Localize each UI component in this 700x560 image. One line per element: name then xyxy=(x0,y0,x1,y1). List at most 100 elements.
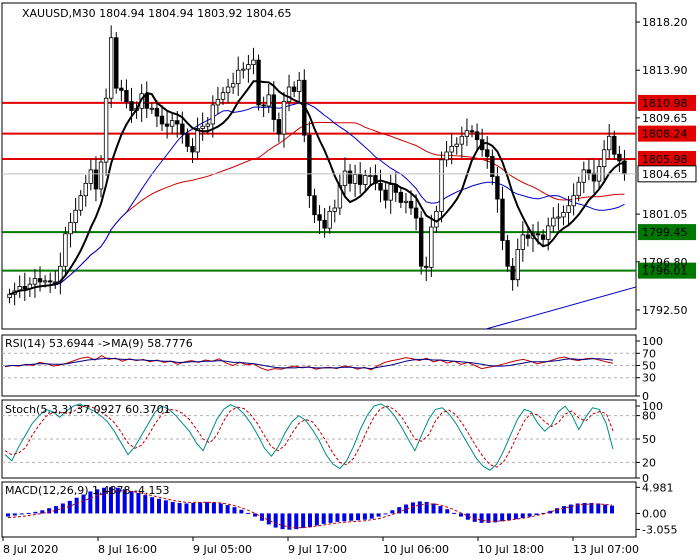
candle-down xyxy=(261,104,266,107)
time-tick-label: 10 Jul 06:00 xyxy=(383,543,449,556)
candle-up xyxy=(195,128,200,153)
macd-bar xyxy=(143,495,148,514)
macd-bar xyxy=(163,500,168,514)
macd-bar xyxy=(211,502,216,514)
macd-signal-line xyxy=(7,490,613,529)
macd-bar xyxy=(362,513,367,520)
candle-up xyxy=(210,104,216,125)
stoch-signal-line xyxy=(4,405,614,468)
macd-bar xyxy=(81,494,86,514)
macd-bar xyxy=(157,498,161,514)
macd-bar xyxy=(232,507,237,514)
stoch-tick-label: 0 xyxy=(642,472,649,485)
candle-down xyxy=(378,182,383,191)
candle-up xyxy=(454,143,459,147)
rsi-tick-label: 70 xyxy=(642,347,656,360)
macd-bar xyxy=(452,512,457,514)
candle-up xyxy=(215,98,221,106)
price-panel xyxy=(1,2,637,330)
candle-up xyxy=(236,69,241,85)
candle-up xyxy=(342,170,348,187)
macd-bar xyxy=(314,513,319,526)
level-price-label: 1796.01 xyxy=(642,265,688,278)
macd-bar xyxy=(589,502,594,514)
candle-up xyxy=(246,64,251,70)
macd-bar xyxy=(122,489,127,514)
candle-up xyxy=(388,184,393,201)
candle-down xyxy=(185,133,190,147)
candle-up xyxy=(464,130,470,137)
candle-down xyxy=(93,169,99,190)
candle-down xyxy=(505,240,510,267)
candle-up xyxy=(403,200,409,203)
candle-down xyxy=(159,115,165,125)
macd-tick-label: -3.055 xyxy=(642,523,677,536)
level-price-box xyxy=(638,224,696,241)
macd-bar xyxy=(150,497,155,514)
candle-down xyxy=(612,135,617,155)
candle-up xyxy=(205,123,210,127)
candle-up xyxy=(108,37,114,99)
macd-bar xyxy=(177,502,182,514)
trend-line xyxy=(485,286,637,330)
candle-down xyxy=(424,265,429,268)
candle-down xyxy=(175,120,180,125)
level-price-box xyxy=(638,150,696,167)
macd-bar xyxy=(356,513,361,521)
candle-up xyxy=(68,222,73,235)
macd-bar xyxy=(342,513,347,522)
time-tick-label: 9 Jul 05:00 xyxy=(193,543,252,556)
macd-bar xyxy=(500,513,505,522)
candle-up xyxy=(73,209,78,223)
macd-bar xyxy=(610,505,614,514)
candle-down xyxy=(535,233,541,236)
candle-up xyxy=(220,92,226,100)
macd-bar xyxy=(568,504,573,514)
candle-down xyxy=(291,86,297,92)
candle-down xyxy=(418,217,424,267)
macd-bar xyxy=(383,513,388,515)
macd-bar xyxy=(513,513,518,520)
candle-up xyxy=(266,94,271,107)
macd-bar xyxy=(520,513,525,519)
candle-down xyxy=(119,87,124,91)
macd-bar xyxy=(102,487,107,514)
candle-down xyxy=(312,195,317,216)
candle-up xyxy=(352,174,358,184)
candle-up xyxy=(32,278,38,285)
macd-bar xyxy=(575,503,580,514)
level-price-box xyxy=(638,94,696,111)
macd-bar xyxy=(424,501,429,514)
time-tick-label: 10 Jul 18:00 xyxy=(478,543,544,556)
candle-up xyxy=(439,159,444,212)
candle-up xyxy=(561,212,566,218)
macd-bar xyxy=(19,513,24,515)
macd-bar xyxy=(191,502,196,514)
macd-bar xyxy=(431,503,436,514)
level-price-box xyxy=(638,125,696,142)
macd-bar xyxy=(246,512,251,514)
macd-bar xyxy=(115,487,120,514)
candle-down xyxy=(500,198,505,241)
candle-up xyxy=(363,175,368,185)
candle-down xyxy=(124,89,129,102)
macd-bar xyxy=(266,513,271,525)
macd-bar xyxy=(253,513,258,517)
macd-bar xyxy=(280,513,285,530)
macd-bar xyxy=(54,506,59,514)
price-tick-label: 1796.80 xyxy=(642,256,688,269)
candle-up xyxy=(88,169,94,184)
macd-bar xyxy=(548,510,553,514)
candle-up xyxy=(607,135,612,151)
candle-down xyxy=(525,234,531,239)
current-price-box xyxy=(637,165,697,183)
macd-bar xyxy=(294,513,299,530)
level-price-label: 1805.98 xyxy=(642,153,688,166)
candle-down xyxy=(413,207,419,219)
macd-tick-label: 0.00 xyxy=(642,507,667,520)
candle-down xyxy=(474,131,480,141)
macd-bar xyxy=(404,504,409,514)
candle-up xyxy=(571,195,576,207)
level-price-label: 1799.45 xyxy=(642,226,688,239)
